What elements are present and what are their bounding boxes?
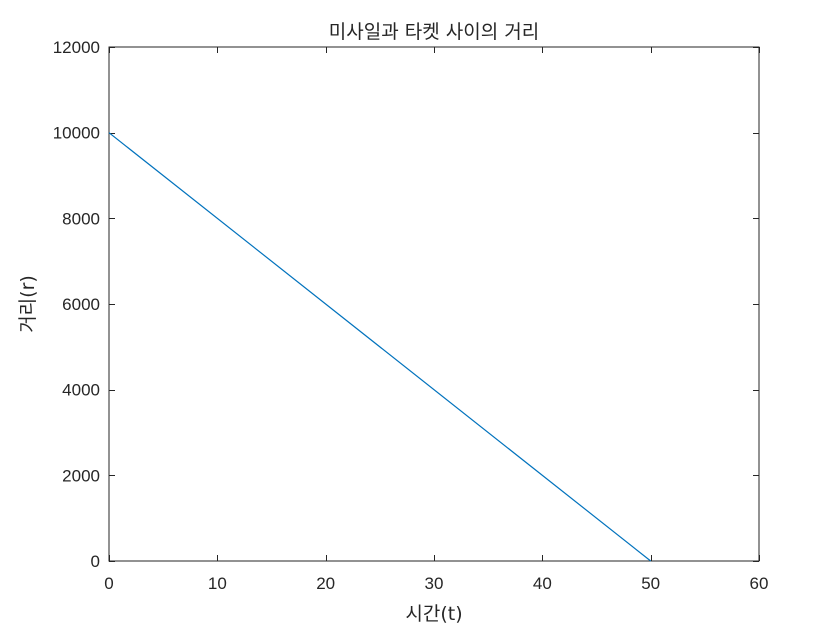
x-tick-label: 60 (750, 574, 769, 593)
y-tick-label: 0 (91, 552, 100, 571)
y-tick-label: 6000 (62, 295, 100, 314)
y-tick-label: 2000 (62, 466, 100, 485)
x-tick-label: 20 (316, 574, 335, 593)
series-layer (108, 132, 652, 562)
y-tick-label: 12000 (53, 38, 100, 57)
x-axis: 0 10 20 30 40 50 60 (104, 47, 768, 593)
y-axis: 0 2000 4000 6000 8000 10000 12000 (53, 38, 759, 571)
chart-title: 미사일과 타켓 사이의 거리 (329, 21, 539, 43)
x-tick-label: 10 (208, 574, 227, 593)
y-tick-label: 4000 (62, 381, 100, 400)
y-axis-label: 거리(r) (17, 275, 39, 333)
x-tick-label: 0 (104, 574, 113, 593)
plot-box (108, 46, 760, 562)
x-axis-label: 시간(t) (405, 603, 462, 625)
plot-area (108, 46, 760, 562)
x-tick-label: 40 (533, 574, 552, 593)
x-tick-label: 30 (425, 574, 444, 593)
x-tick-label: 50 (641, 574, 660, 593)
y-tick-label: 10000 (53, 124, 100, 143)
y-tick-label: 8000 (62, 209, 100, 228)
series-line (108, 132, 652, 562)
